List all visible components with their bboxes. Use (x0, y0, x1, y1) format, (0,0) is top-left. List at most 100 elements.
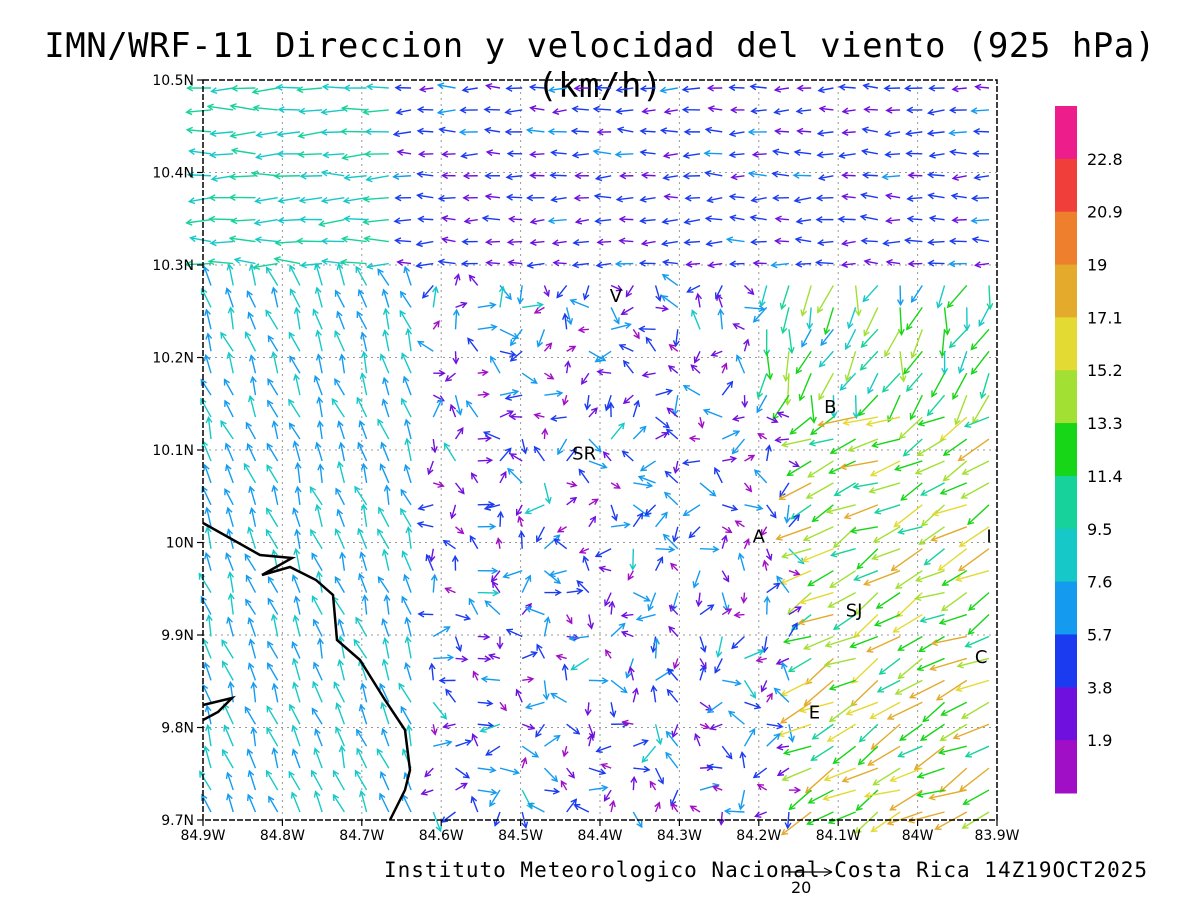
wind-vector (521, 574, 532, 593)
wind-vector (533, 412, 545, 420)
wind-vector (897, 526, 923, 535)
wind-vector (338, 441, 346, 462)
wind-vector (498, 285, 506, 308)
wind-vector (693, 350, 701, 364)
wind-vector (664, 470, 679, 484)
wind-vector (359, 372, 368, 396)
wind-vector (339, 551, 347, 571)
wind-vector (683, 218, 701, 226)
wind-vector (442, 539, 456, 550)
wind-vector (248, 638, 257, 659)
wind-vector (417, 215, 434, 223)
wind-vector (788, 724, 795, 743)
lat-tick-label: 10.3N (152, 258, 194, 274)
wind-vector (700, 545, 720, 553)
wind-vector (317, 463, 325, 483)
lon-tick-label: 84W (902, 828, 934, 844)
wind-vector (561, 394, 569, 406)
wind-vector (463, 217, 478, 225)
wind-vector (499, 389, 520, 396)
lon-tick-label: 84.9W (180, 828, 225, 844)
wind-vector (536, 329, 546, 348)
wind-vector (504, 128, 523, 136)
wind-vector (320, 258, 345, 266)
wind-vector (277, 216, 300, 224)
wind-vector (867, 745, 901, 766)
wind-vector (477, 323, 498, 331)
colorbar-segment (1055, 581, 1077, 635)
wind-vector (851, 657, 879, 684)
wind-vector (230, 84, 256, 92)
wind-vector (775, 526, 812, 541)
wind-vector (973, 261, 990, 269)
wind-vector (594, 217, 612, 225)
wind-vector (312, 618, 323, 637)
wind-vector (382, 636, 390, 659)
wind-vector (206, 103, 234, 111)
wind-vector (903, 350, 923, 375)
wind-vector (425, 553, 434, 571)
wind-vector (905, 150, 923, 158)
wind-vector (588, 515, 597, 528)
wind-vector (611, 521, 631, 529)
wind-vector (765, 444, 772, 462)
wind-vector (588, 407, 598, 418)
wind-vector (524, 606, 545, 616)
wind-vector (967, 504, 990, 526)
wind-vector (379, 463, 390, 484)
wind-vector (340, 105, 367, 112)
lon-tick-label: 84.8W (260, 828, 305, 844)
wind-vector (275, 83, 300, 91)
wind-vector (416, 192, 434, 200)
wind-vector (922, 701, 946, 723)
wind-vector (547, 217, 567, 225)
wind-vector (829, 570, 857, 589)
wind-vector (292, 681, 301, 703)
wind-vector (668, 604, 679, 616)
wind-vector (728, 260, 745, 268)
wind-vector (505, 84, 523, 92)
wind-vector (722, 679, 742, 687)
colorbar-segment (1055, 211, 1077, 266)
wind-vector (336, 310, 346, 330)
wind-vector (884, 328, 901, 358)
wind-vector (737, 552, 746, 571)
wind-vector (820, 328, 834, 347)
wind-vector (299, 261, 323, 269)
wind-vector (543, 482, 552, 505)
wind-vector (229, 131, 256, 139)
wind-vector (798, 591, 834, 605)
wind-vector (493, 811, 501, 827)
wind-vector (247, 394, 257, 418)
wind-vector (250, 681, 258, 703)
wind-vector (774, 237, 789, 245)
wind-vector (543, 342, 553, 352)
colorbar-label: 22.8 (1087, 150, 1123, 169)
pacific-coastline (202, 521, 412, 821)
wind-vector (639, 149, 656, 157)
wind-vector (360, 350, 368, 374)
wind-vector (668, 625, 679, 637)
wind-vector (659, 86, 678, 94)
wind-vector (289, 288, 301, 308)
wind-vector (940, 592, 968, 612)
wind-vector (290, 791, 301, 813)
wind-vector (973, 173, 990, 181)
wind-vector (334, 289, 345, 308)
wind-vector (455, 613, 472, 621)
wind-vector (572, 239, 589, 246)
wind-vector (625, 285, 634, 298)
wind-vector (718, 811, 726, 826)
wind-vector (402, 375, 412, 396)
wind-vector (938, 613, 967, 626)
wind-vector (681, 106, 701, 114)
wind-vector (881, 372, 901, 393)
wind-vector (417, 340, 434, 352)
wind-vector (496, 636, 504, 650)
wind-vector (336, 420, 346, 440)
colorbar-label: 5.7 (1087, 625, 1112, 644)
wind-vector (247, 311, 257, 330)
wind-vector (477, 369, 489, 377)
wind-vector (405, 724, 413, 747)
wind-vector (684, 194, 701, 202)
